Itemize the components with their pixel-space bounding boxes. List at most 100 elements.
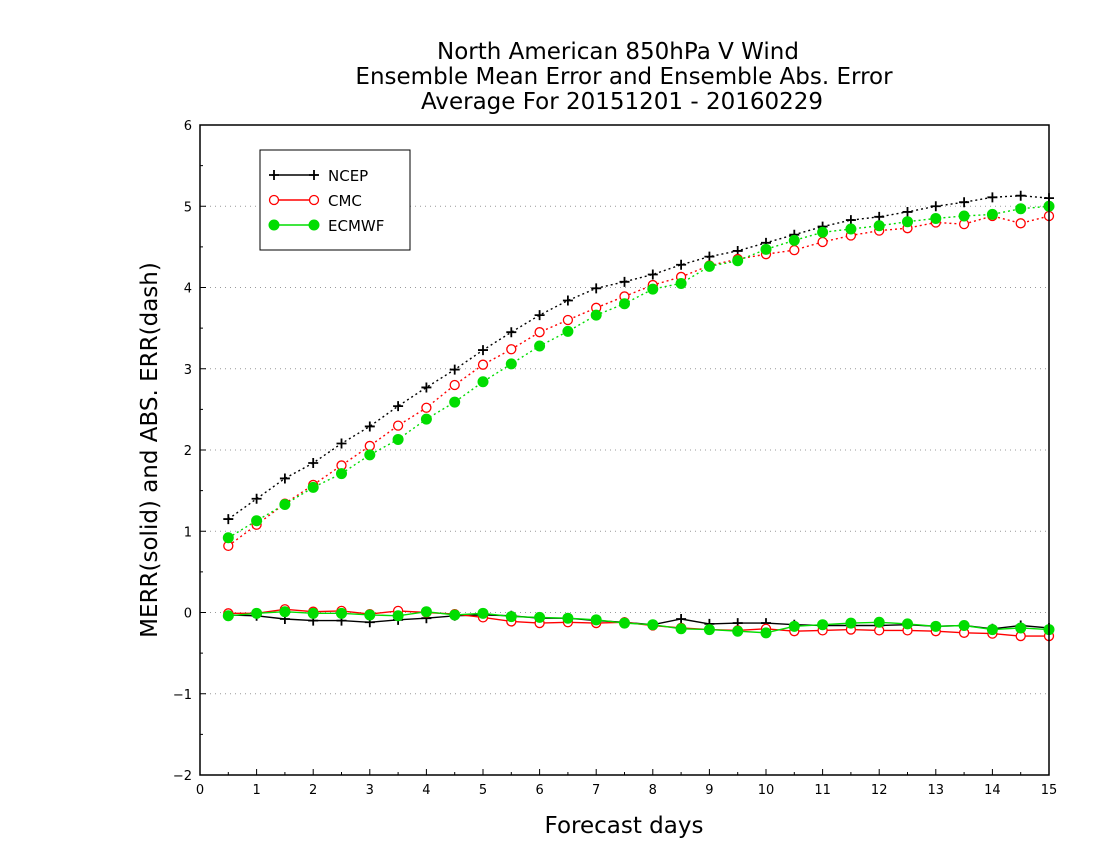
title-line-3: Average For 20151201 - 20160229 [421, 89, 823, 115]
data-point-mean-err-ecmwf [449, 609, 461, 621]
data-point-mean-err-ecmwf [1015, 622, 1027, 634]
data-point-mean-err-ecmwf [788, 620, 800, 632]
data-point-abs-err-ecmwf [449, 396, 461, 408]
data-point-mean-err-ecmwf [675, 623, 687, 635]
x-tick-label: 0 [196, 783, 204, 798]
data-point-abs-err-ncep [959, 197, 970, 208]
data-point-mean-err-ecmwf [420, 606, 432, 618]
data-point-abs-err-cmc [817, 236, 828, 248]
legend-label-ncep: NCEP [328, 167, 368, 185]
data-point-abs-err-ncep [845, 215, 856, 226]
data-point-mean-err-ecmwf [732, 625, 744, 637]
data-point-abs-err-ncep [421, 382, 432, 393]
data-point-abs-err-ncep [704, 251, 715, 262]
data-point-abs-err-ncep [874, 211, 885, 222]
x-tick-label: 7 [592, 783, 600, 798]
legend-marker-cmc [308, 194, 320, 206]
data-point-abs-err-cmc [534, 327, 545, 338]
data-point-abs-err-ecmwf [817, 226, 829, 238]
data-point-abs-err-ncep [591, 283, 602, 294]
x-tick-label: 2 [309, 783, 317, 798]
series-cmc [223, 210, 1055, 642]
data-point-abs-err-ecmwf [703, 260, 715, 272]
data-point-abs-err-ncep [279, 473, 290, 484]
legend: NCEP CMC ECMWF [259, 149, 411, 251]
data-point-mean-err-ecmwf [930, 620, 942, 632]
data-point-abs-err-ncep [562, 295, 573, 306]
title-line-2: Ensemble Mean Error and Ensemble Abs. Er… [355, 64, 893, 90]
data-point-abs-err-ncep [364, 421, 375, 432]
data-point-abs-err-ncep [223, 514, 234, 525]
data-point-abs-err-ecmwf [222, 532, 234, 544]
data-point-mean-err-ecmwf [619, 617, 630, 629]
data-point-mean-err-ecmwf [562, 612, 574, 624]
data-point-abs-err-cmc [364, 440, 375, 452]
data-point-abs-err-cmc [449, 379, 460, 391]
data-point-abs-err-ecmwf [845, 223, 857, 235]
legend-label-cmc: CMC [328, 192, 362, 210]
data-point-abs-err-ecmwf [307, 481, 319, 493]
y-tick-label: 4 [184, 282, 192, 297]
x-tick-label: 5 [479, 783, 487, 798]
data-point-abs-err-ecmwf [930, 212, 942, 224]
x-tick-label: 13 [928, 783, 945, 798]
x-tick-label: 4 [422, 783, 430, 798]
data-point-mean-err-ecmwf [534, 611, 546, 623]
y-tick-label: 5 [184, 200, 192, 215]
data-point-abs-err-ncep [449, 364, 460, 375]
y-tick-label: 6 [184, 119, 192, 134]
data-point-abs-err-cmc [789, 244, 800, 256]
data-point-abs-err-ecmwf [336, 468, 347, 480]
y-tick-label: −1 [173, 688, 192, 703]
series-ncep [223, 190, 1054, 634]
y-axis-label: MERR(solid) and ABS. ERR(dash) [137, 262, 163, 638]
data-point-abs-err-ecmwf [1015, 203, 1027, 215]
data-point-abs-err-ncep [676, 259, 687, 270]
series-line-abs-err-ncep [227, 194, 1050, 520]
title-line-1: North American 850hPa V Wind [437, 39, 799, 65]
data-point-abs-err-ecmwf [251, 515, 263, 527]
series-ecmwf [222, 200, 1055, 639]
x-axis-ticks: 0 1 2 3 4 5 6 7 8 9 10 11 12 13 14 15 [196, 769, 1057, 798]
data-point-mean-err-ecmwf [251, 607, 263, 619]
chart-title: North American 850hPa V Wind Ensemble Me… [355, 39, 893, 115]
data-point-abs-err-ecmwf [279, 498, 291, 510]
data-point-mean-err-ecmwf [392, 610, 404, 622]
data-point-abs-err-cmc [506, 344, 517, 355]
data-point-mean-err-ecmwf [760, 627, 772, 639]
x-tick-label: 3 [366, 783, 374, 798]
data-point-abs-err-ecmwf [619, 298, 630, 310]
legend-label-ecmwf: ECMWF [328, 217, 384, 235]
data-point-mean-err-ecmwf [505, 611, 517, 623]
series-line-mean-err-ncep [228, 614, 1050, 630]
plot-series [222, 190, 1055, 642]
data-point-abs-err-ecmwf [958, 210, 970, 222]
data-point-mean-err-ecmwf [817, 619, 829, 631]
data-point-abs-err-ncep [902, 206, 913, 217]
data-point-abs-err-ecmwf [647, 283, 659, 295]
data-point-mean-err-ecmwf [222, 610, 234, 622]
data-point-abs-err-ecmwf [902, 216, 913, 228]
legend-marker-cmc [268, 194, 280, 206]
data-point-mean-err-ecmwf [902, 618, 913, 630]
data-point-abs-err-ecmwf [986, 208, 998, 220]
legend-marker-ecmwf [268, 219, 280, 231]
data-point-abs-err-ecmwf [505, 358, 517, 370]
data-point-abs-err-ncep [336, 438, 347, 449]
data-point-abs-err-ecmwf [477, 376, 489, 388]
x-tick-label: 10 [758, 783, 775, 798]
data-point-abs-err-ecmwf [788, 234, 800, 246]
x-tick-label: 9 [705, 783, 713, 798]
data-point-abs-err-ecmwf [675, 277, 687, 289]
data-point-abs-err-ecmwf [590, 309, 602, 321]
data-point-abs-err-ecmwf [420, 413, 432, 425]
x-tick-label: 12 [871, 783, 888, 798]
y-tick-label: 2 [184, 444, 192, 459]
legend-marker-ncep [309, 170, 319, 180]
data-point-mean-err-ecmwf [703, 624, 715, 636]
data-point-abs-err-ncep [647, 269, 658, 280]
data-point-mean-err-ecmwf [364, 609, 376, 621]
data-point-mean-err-ecmwf [958, 620, 970, 631]
y-axis-ticks: −2 −1 0 1 2 3 4 5 6 [173, 119, 206, 784]
data-point-abs-err-cmc [562, 314, 574, 326]
